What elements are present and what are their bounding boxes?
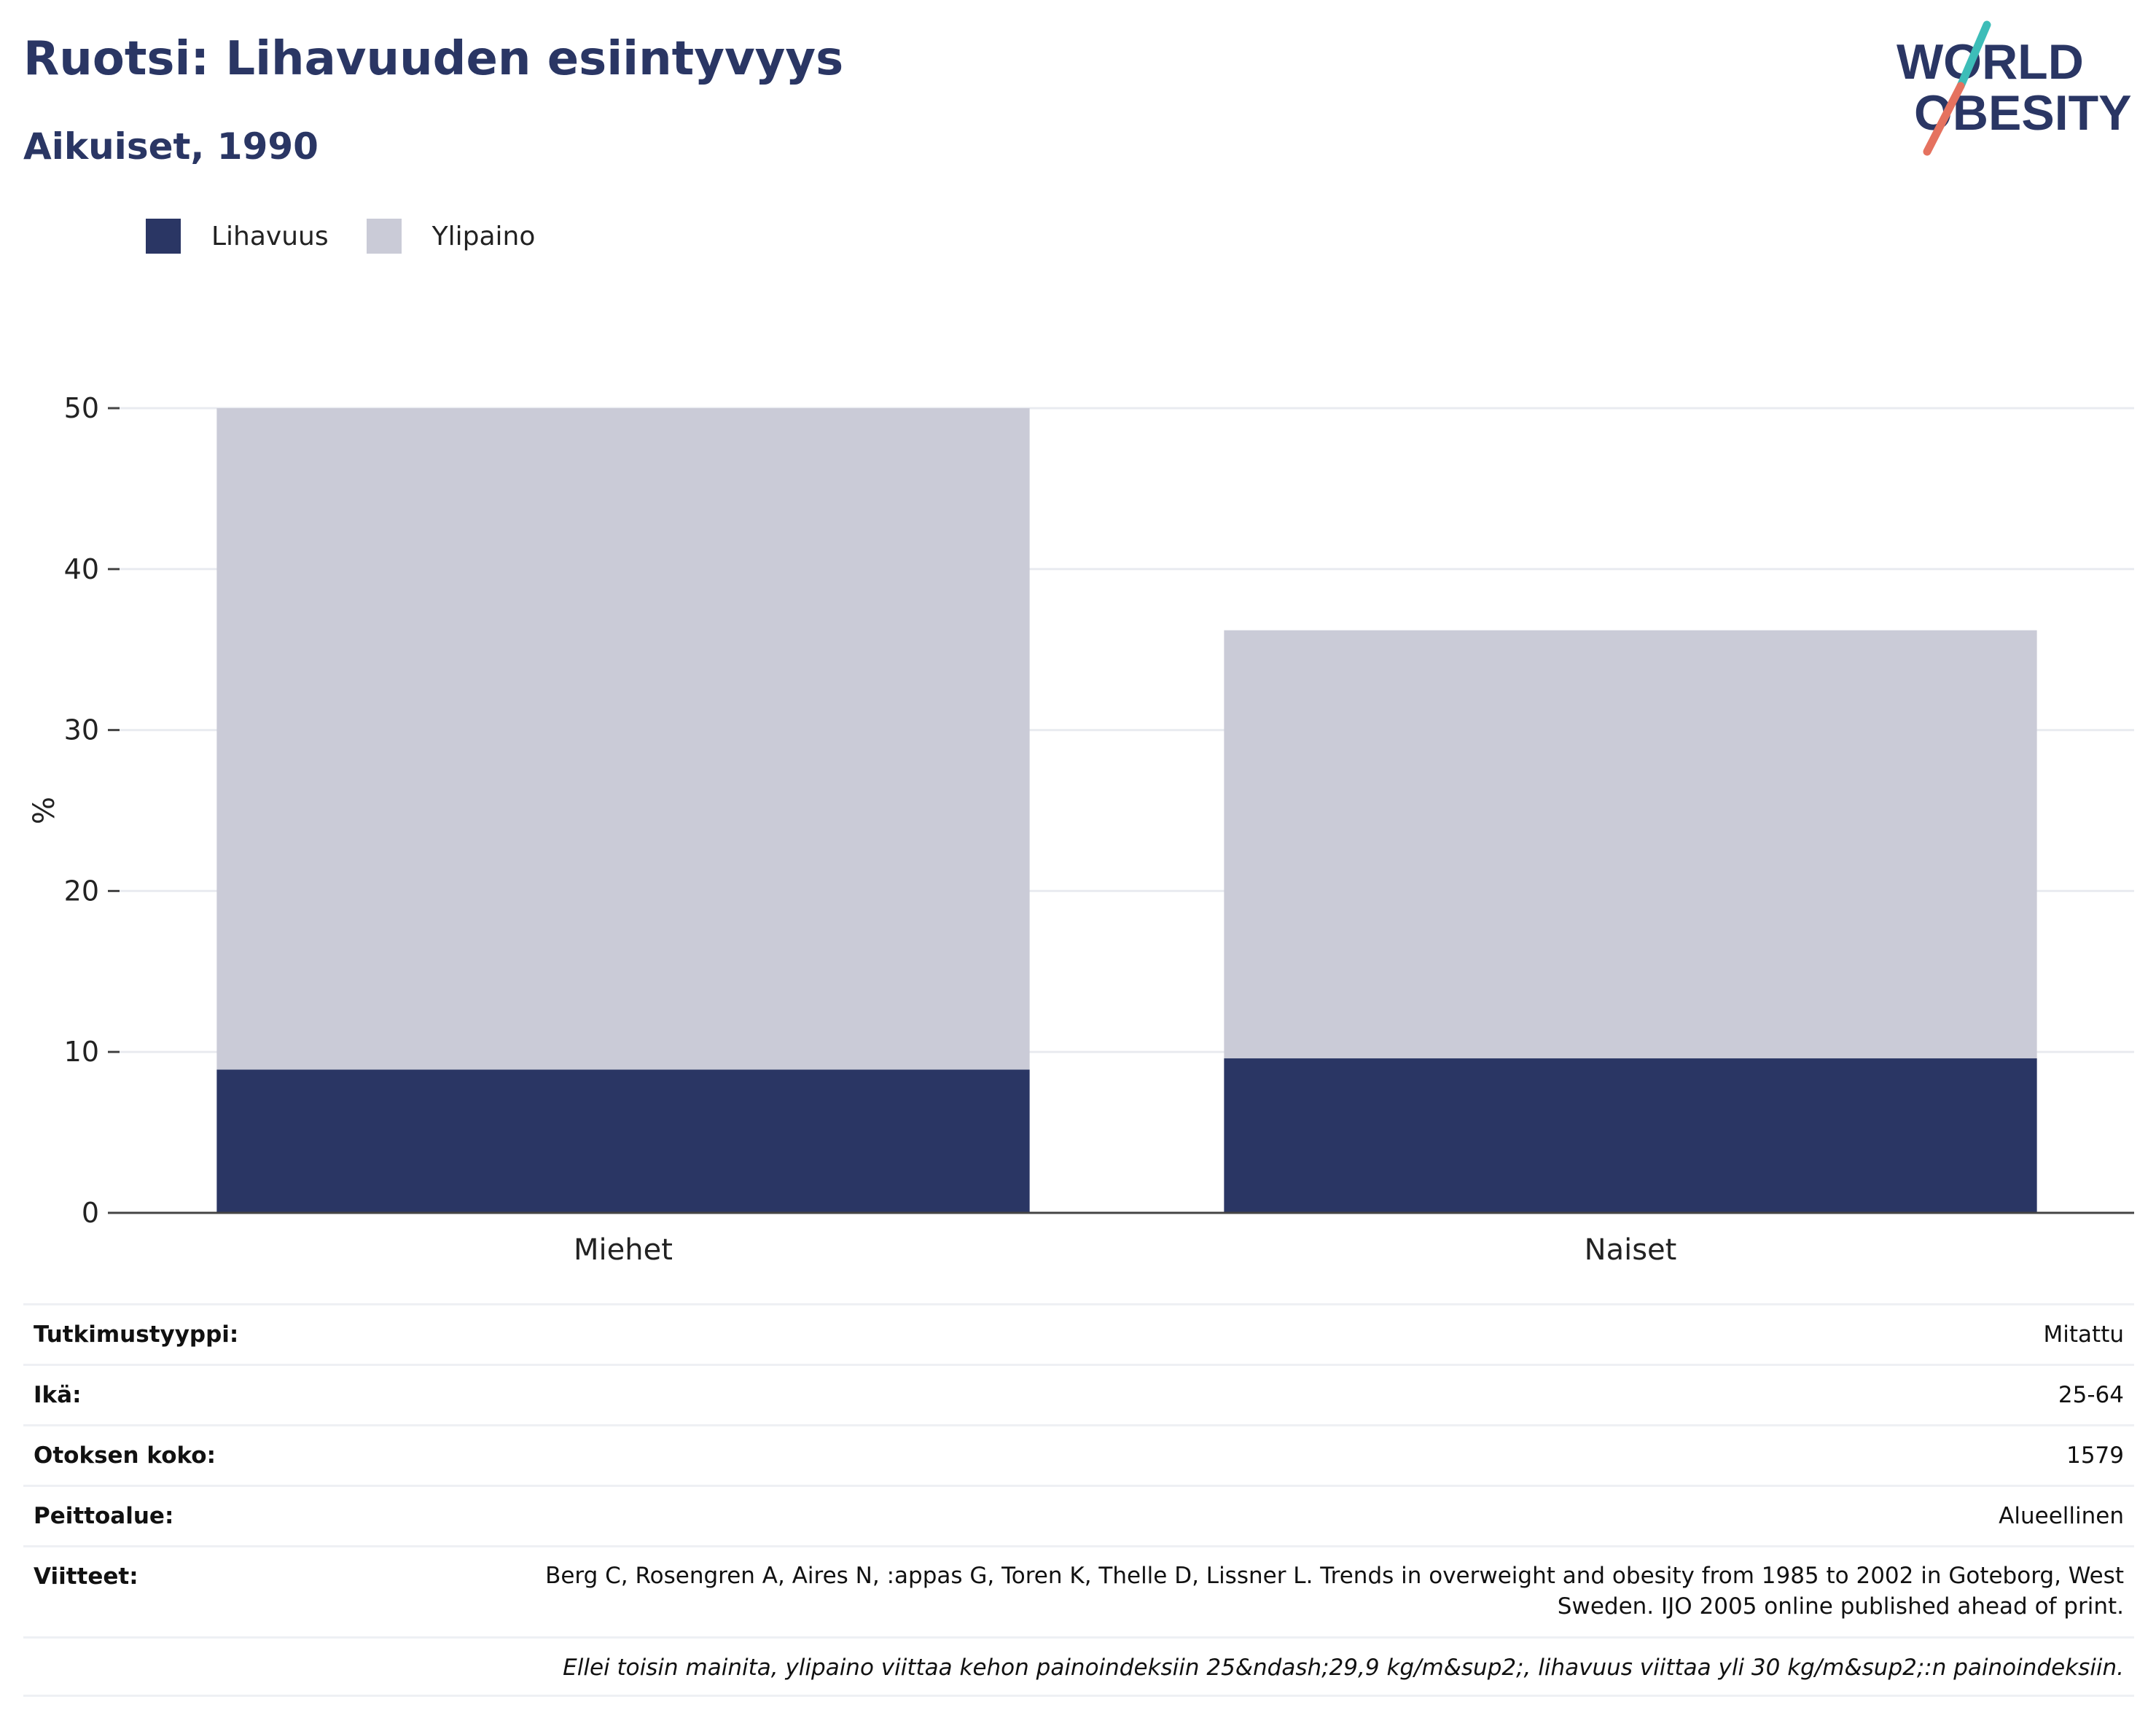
info-row-sample-size: Otoksen koko: 1579 (23, 1424, 2134, 1485)
bar-lihavuus-naiset (1224, 1058, 2037, 1213)
info-label: Tutkimustyyppi: (34, 1321, 239, 1348)
info-value: Alueellinen (1999, 1503, 2124, 1529)
y-axis-label: % (28, 797, 61, 824)
legend-label-lihavuus: Lihavuus (211, 221, 329, 251)
chart-title: Ruotsi: Lihavuuden esiintyvyys (23, 32, 844, 86)
info-value: 1579 (2066, 1442, 2124, 1469)
x-tick-label: Naiset (1585, 1233, 1677, 1267)
legend-swatch-lihavuus (146, 219, 181, 254)
bar-ylipaino-naiset (1224, 630, 2037, 1059)
y-tick-label: 30 (64, 714, 99, 746)
legend-swatch-ylipaino (366, 219, 402, 254)
legend-item-lihavuus[interactable]: Lihavuus (146, 219, 329, 254)
info-label: Viitteet: (34, 1563, 138, 1590)
logo-slash-top (1956, 20, 1991, 90)
bar-ylipaino-miehet (216, 408, 1030, 1070)
info-row-age: Ikä: 25-64 (23, 1364, 2134, 1424)
logo-slash-bottom (1923, 82, 1965, 156)
info-label: Otoksen koko: (34, 1442, 216, 1469)
y-tick-label: 40 (64, 553, 99, 585)
references-text: Berg C, Rosengren A, Aires N, :appas G, … (545, 1563, 2124, 1620)
bar-lihavuus-miehet (216, 1069, 1030, 1213)
logo-text-world: WORLD (1897, 34, 2084, 90)
study-info-table: Tutkimustyyppi: Mitattu Ikä: 25-64 Otoks… (23, 1303, 2134, 1697)
info-row-note: Ellei toisin mainita, ylipaino viittaa k… (23, 1636, 2134, 1697)
definition-note: Ellei toisin mainita, ylipaino viittaa k… (563, 1655, 2124, 1681)
info-label: Peittoalue: (34, 1503, 174, 1529)
legend-item-ylipaino[interactable]: Ylipaino (366, 219, 536, 254)
stacked-bar-chart: 0 10 20 30 40 50% Miehet Naiset (28, 392, 2134, 1267)
world-obesity-logo: WORLD OBESITY (1897, 20, 2132, 156)
y-tick-label: 20 (64, 875, 99, 907)
y-tick-label: 0 (82, 1197, 99, 1229)
info-row-coverage: Peittoalue: Alueellinen (23, 1485, 2134, 1545)
chart-legend: Lihavuus Ylipaino (146, 217, 573, 255)
chart-subtitle: Aikuiset, 1990 (23, 125, 319, 168)
y-tick-label: 50 (64, 392, 99, 424)
info-row-study-type: Tutkimustyyppi: Mitattu (23, 1303, 2134, 1364)
x-tick-label: Miehet (574, 1233, 673, 1267)
info-value: Mitattu (2043, 1321, 2124, 1348)
info-value: 25-64 (2058, 1382, 2124, 1408)
info-row-references: Viitteet: Berg C, Rosengren A, Aires N, … (23, 1545, 2134, 1636)
info-label: Ikä: (34, 1382, 82, 1408)
y-tick-label: 10 (64, 1036, 99, 1068)
legend-label-ylipaino: Ylipaino (431, 221, 536, 251)
